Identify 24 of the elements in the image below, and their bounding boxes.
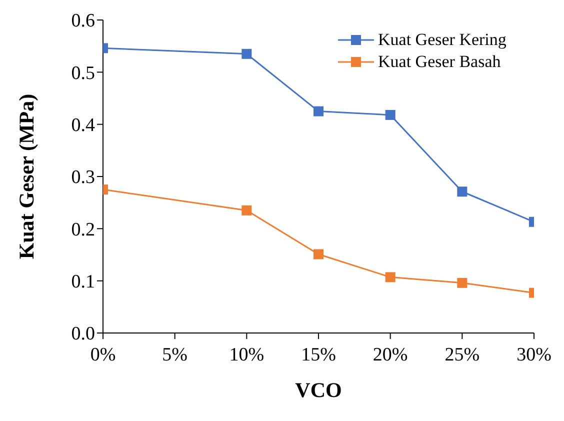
x-tick-label: 20% — [372, 344, 408, 366]
point — [242, 48, 252, 59]
x-tick-label: 5% — [162, 344, 188, 366]
x-tick-label: 25% — [444, 344, 480, 366]
point — [314, 106, 324, 116]
point — [385, 272, 396, 282]
x-axis-title: VCO — [295, 378, 342, 402]
legend-label: Kuat Geser Basah — [378, 52, 501, 72]
y-tick-label: 0.6 — [71, 10, 95, 32]
point — [314, 249, 324, 260]
point — [385, 110, 396, 120]
point — [242, 205, 252, 216]
y-tick-label: 0.2 — [71, 219, 95, 240]
y-axis-title: Kuat Geser (MPa) — [14, 94, 38, 260]
x-tick-label: 30% — [516, 344, 552, 366]
x-tick-label: 10% — [229, 344, 264, 366]
legend-label: Kuat Geser Kering — [378, 30, 506, 50]
x-tick-label: 15% — [301, 344, 336, 366]
y-tick-label: 0.4 — [71, 115, 96, 136]
y-tick-label: 0.1 — [71, 272, 95, 293]
y-tick-label: 0.0 — [71, 324, 95, 345]
y-tick-label: 0.5 — [71, 62, 95, 84]
y-tick-label: 0.3 — [71, 167, 95, 188]
x-tick-label: 0% — [90, 344, 116, 366]
